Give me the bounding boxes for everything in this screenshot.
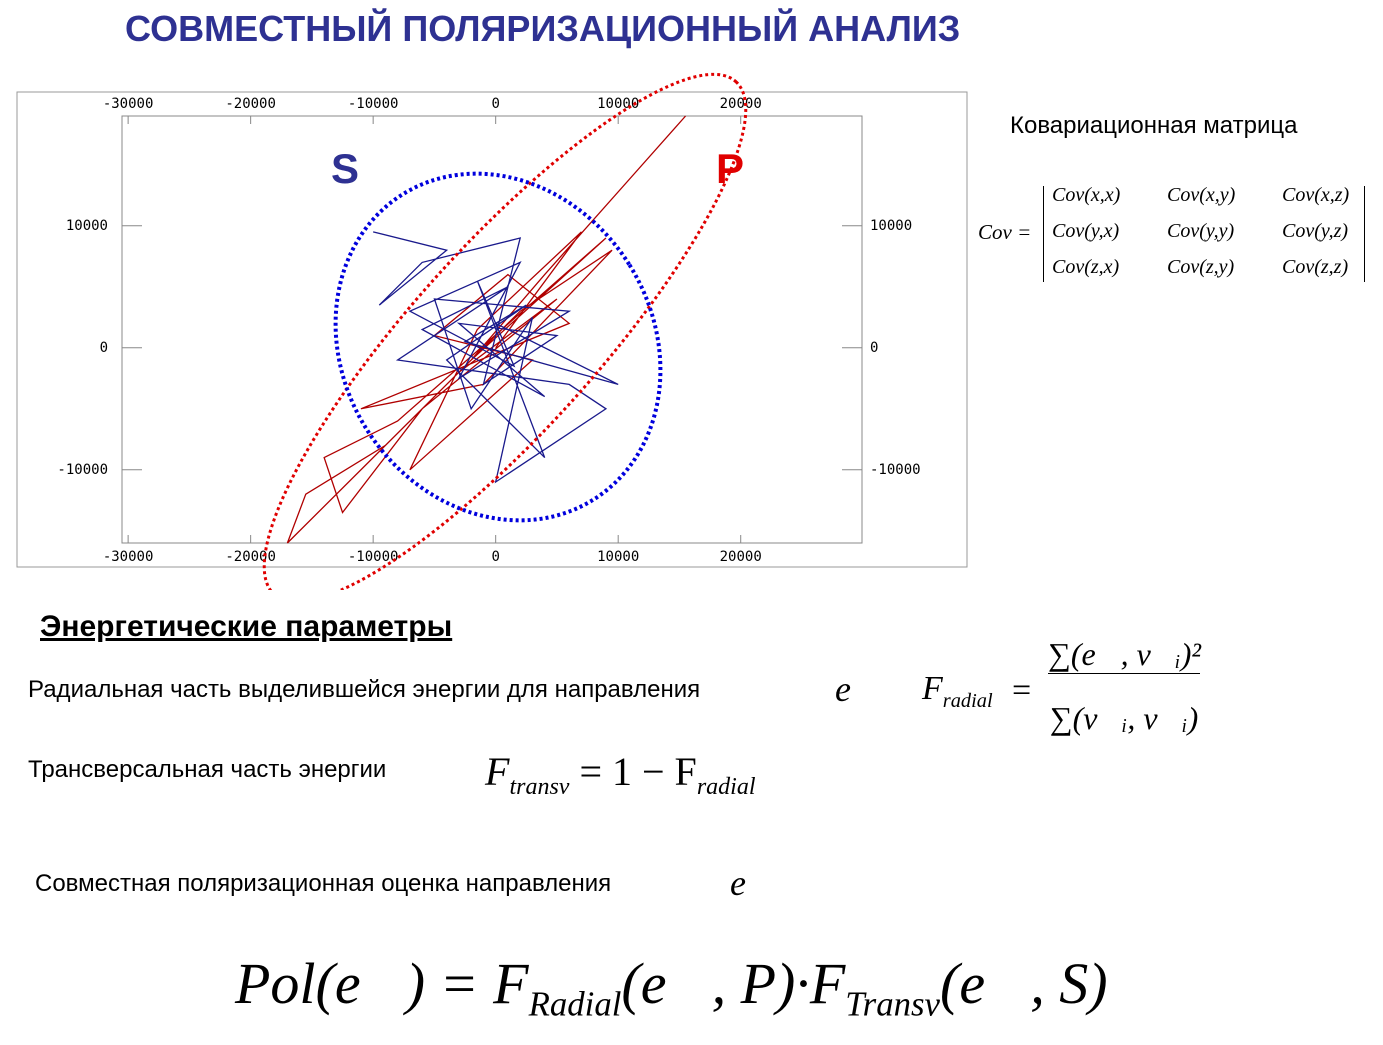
s-envelope xyxy=(333,171,663,523)
x-tick-label: -20000 xyxy=(225,549,276,565)
y-tick-label: 0 xyxy=(870,340,878,356)
x-tick-label: -20000 xyxy=(225,96,276,112)
x-tick-label: 0 xyxy=(491,96,499,112)
series-label: P xyxy=(716,145,744,192)
formula-sub: radial xyxy=(696,774,756,800)
x-tick-label: -30000 xyxy=(103,96,154,112)
cov-cell: Cov(y,x) xyxy=(1052,220,1120,242)
x-tick-label: -30000 xyxy=(103,549,154,565)
x-tick-label: -10000 xyxy=(348,96,399,112)
cov-lhs: Cov = xyxy=(978,220,1032,244)
chart: -30000 -30000 -20000 -20000 -10000 -10000 0 0 10… xyxy=(16,72,968,590)
radial-eq: = xyxy=(1012,672,1032,709)
y-tick-label: 0 xyxy=(100,340,108,356)
formula-part: Pol(e⃗) = F xyxy=(235,951,529,1016)
formula-sub: radial xyxy=(942,689,993,712)
x-tick-label: 20000 xyxy=(720,549,762,565)
formula-part: (e⃗, S) xyxy=(940,951,1108,1016)
radial-text: Радиальная часть выделившейся энергии дл… xyxy=(28,676,701,703)
radial-denominator: ∑(v⃗ᵢ, v⃗ᵢ) xyxy=(1049,700,1199,736)
cov-title: Ковариационная матрица xyxy=(1010,112,1298,139)
cov-cell: Cov(z,y) xyxy=(1167,256,1235,278)
y-tick-label: -10000 xyxy=(870,462,921,478)
radial-vector: e⃗ xyxy=(835,669,879,709)
cov-cell: Cov(z,x) xyxy=(1052,256,1120,278)
cov-cell: Cov(y,y) xyxy=(1167,220,1235,242)
formula-sub: transv xyxy=(509,774,570,800)
cov-matrix: Cov(x,x) Cov(x,y) Cov(x,z) Cov(y,x) Cov(y,y)… xyxy=(1043,184,1365,282)
cov-cell: Cov(x,y) xyxy=(1167,184,1236,206)
formula-part: F xyxy=(485,749,510,794)
x-tick-label: -10000 xyxy=(348,549,399,565)
cov-cell: Cov(x,z) xyxy=(1282,184,1350,206)
series-label: S xyxy=(331,145,359,192)
radial-numerator: ∑(e⃗, v⃗ᵢ)² xyxy=(1048,636,1201,674)
formula-part: = 1 − F xyxy=(579,749,697,794)
x-tick-label: 20000 xyxy=(720,96,762,112)
x-tick-label: 10000 xyxy=(597,549,639,565)
p-envelope xyxy=(262,72,748,590)
transv-text: Трансверсальная часть энергии xyxy=(28,756,387,783)
radial-lhs: Fradial xyxy=(922,670,993,713)
formula-part: (e⃗, P)·F xyxy=(621,951,846,1016)
formula-sub: Radial xyxy=(528,984,622,1024)
energy-heading: Энергетические параметры xyxy=(40,610,453,643)
joint-formula: Pol(e⃗) = FRadial(e⃗, P)·FTransv(e⃗, S) xyxy=(235,950,1108,1025)
joint-text: Совместная поляризационная оценка направ… xyxy=(35,870,612,897)
transv-formula: Ftransv = 1 − Fradial xyxy=(485,748,756,801)
y-tick-label: -10000 xyxy=(57,462,108,478)
plot-box xyxy=(121,115,863,544)
y-tick-label: 10000 xyxy=(66,218,108,234)
trace xyxy=(373,231,619,484)
cov-cell: Cov(z,z) xyxy=(1282,256,1349,278)
cov-cell: Cov(y,z) xyxy=(1282,220,1349,242)
y-tick-label: 10000 xyxy=(870,218,912,234)
formula-sub: Transv xyxy=(845,984,941,1024)
joint-vector: e⃗ xyxy=(730,863,774,903)
x-tick-label: 0 xyxy=(491,549,499,565)
formula-part: F xyxy=(922,670,943,707)
slide-title: СОВМЕСТНЫЙ ПОЛЯРИЗАЦИОННЫЙ АНАЛИЗ xyxy=(125,8,961,49)
x-tick-label: 10000 xyxy=(597,96,639,112)
cov-cell: Cov(x,x) xyxy=(1052,184,1121,206)
